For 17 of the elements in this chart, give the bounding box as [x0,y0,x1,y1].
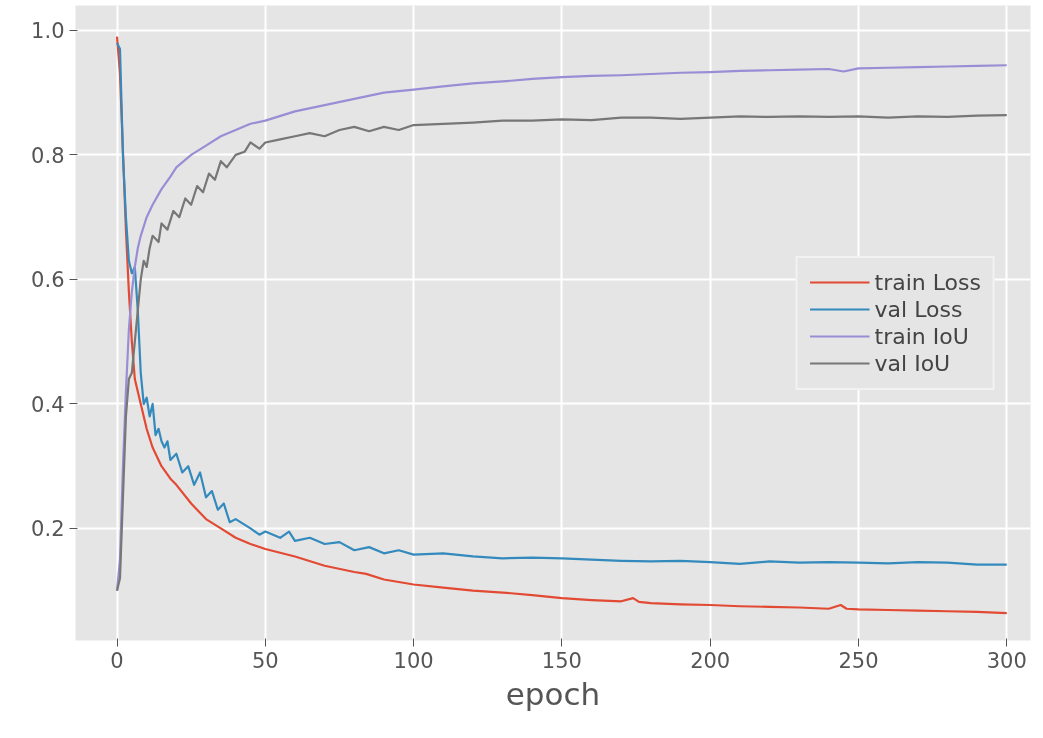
x-axis-title: epoch [505,675,601,712]
x-tick-label: 100 [393,648,434,673]
x-tick-label: 50 [251,648,279,673]
x-tick-label: 200 [690,648,731,673]
legend-label: val IoU [874,350,951,376]
legend-label: train IoU [874,323,969,349]
x-tick-label: 0 [110,648,124,673]
x-tick-label: 150 [541,648,582,673]
y-tick-label: 0.8 [31,143,65,168]
y-tick-label: 0.6 [31,268,65,293]
x-tick-label: 250 [838,648,879,673]
legend-label: val Loss [874,296,963,322]
y-tick-label: 1.0 [31,19,65,44]
y-tick-label: 0.2 [31,517,65,542]
x-tick-label: 300 [986,648,1027,673]
y-tick-label: 0.4 [31,392,65,417]
legend-label: train Loss [874,269,981,295]
